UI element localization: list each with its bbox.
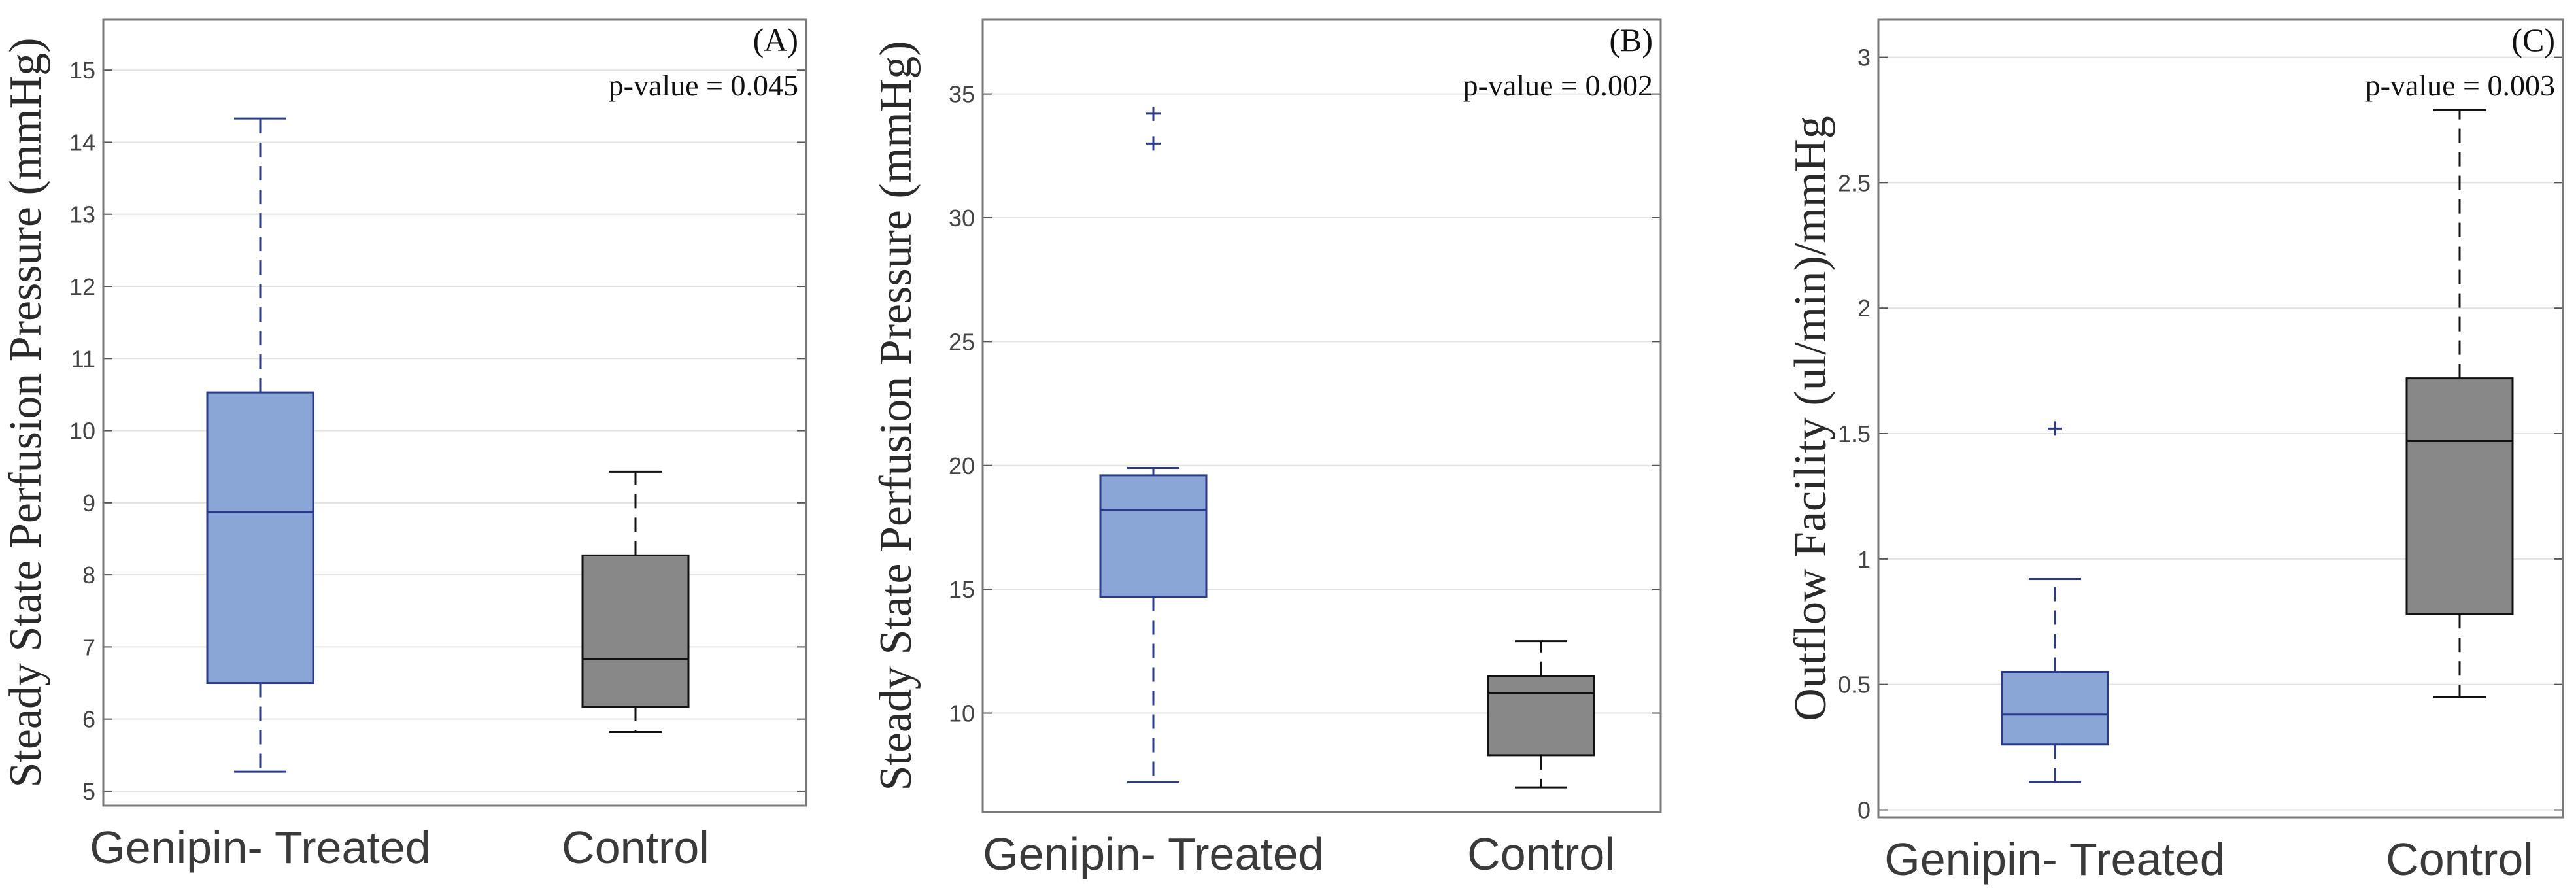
plot-frame bbox=[981, 18, 1662, 813]
box-genipin-treated bbox=[2001, 421, 2109, 783]
y-tick-label: 10 bbox=[69, 418, 95, 445]
y-tick-label: 9 bbox=[82, 490, 95, 517]
y-tick-label: 3 bbox=[1857, 44, 1871, 71]
panel-label: (B) bbox=[1609, 22, 1653, 58]
x-category-label: Genipin- Treated bbox=[983, 828, 1323, 879]
chart-panel-1: 5 6 7 8 9 10 11 12 13 14 15 Genipin- Treated Control… bbox=[1, 18, 807, 873]
box-genipin-treated bbox=[206, 117, 314, 773]
iqr-box bbox=[581, 554, 690, 708]
y-tick-label: 7 bbox=[82, 634, 95, 660]
box-genipin-treated bbox=[1099, 106, 1208, 784]
y-tick-label: 15 bbox=[949, 576, 975, 603]
y-tick-label: 20 bbox=[949, 453, 975, 479]
y-tick-label: 2 bbox=[1857, 295, 1871, 322]
box-control bbox=[581, 470, 690, 734]
iqr-box bbox=[1099, 474, 1208, 598]
y-tick-label: 0.5 bbox=[1838, 672, 1871, 698]
y-tick-label: 25 bbox=[949, 328, 975, 355]
y-tick-label: 2.5 bbox=[1838, 169, 1871, 196]
y-tick-label: 13 bbox=[69, 201, 95, 228]
chart-panel-2: 10 15 20 25 30 35 Genipin- Treated Control (B) p-… bbox=[871, 18, 1662, 879]
outlier-marker bbox=[1146, 136, 1161, 151]
y-axis-label: Outflow Facility (ul/min)/mmHg bbox=[1786, 116, 1836, 721]
p-value-annotation: p-value = 0.003 bbox=[2365, 69, 2555, 102]
y-tick-label: 35 bbox=[949, 81, 975, 108]
box-control bbox=[2405, 109, 2514, 698]
y-tick-label: 10 bbox=[949, 700, 975, 727]
p-value-annotation: p-value = 0.002 bbox=[1463, 69, 1653, 102]
plot-frame bbox=[1877, 18, 2564, 819]
iqr-box bbox=[2405, 377, 2514, 615]
x-category-label: Control bbox=[562, 822, 709, 873]
y-axis-label: Steady State Perfusion Pressure (mmHg) bbox=[1, 37, 51, 787]
x-category-label: Control bbox=[2386, 834, 2534, 885]
x-category-label: Genipin- Treated bbox=[1884, 834, 2225, 885]
y-tick-label: 15 bbox=[69, 57, 95, 84]
y-tick-label: 1.5 bbox=[1838, 420, 1871, 447]
y-tick-label: 6 bbox=[82, 706, 95, 733]
y-tick-label: 14 bbox=[69, 129, 95, 156]
p-value-annotation: p-value = 0.045 bbox=[609, 69, 798, 102]
iqr-box bbox=[1487, 675, 1595, 757]
outlier-marker bbox=[1146, 106, 1161, 121]
y-tick-label: 12 bbox=[69, 273, 95, 300]
x-category-label: Genipin- Treated bbox=[90, 822, 430, 873]
iqr-box bbox=[206, 391, 314, 685]
y-tick-label: 0 bbox=[1857, 796, 1871, 823]
x-category-label: Control bbox=[1467, 828, 1615, 879]
y-tick-label: 30 bbox=[949, 205, 975, 231]
y-tick-label: 5 bbox=[82, 778, 95, 805]
panel-label: (A) bbox=[753, 22, 798, 58]
y-axis-label: Steady State Perfusion Pressure (mmHg) bbox=[871, 41, 921, 791]
plot-frame bbox=[102, 18, 807, 807]
chart-panel-3: 0 0.5 1 1.5 2 2.5 3 Genipin- Treated Control (C) p… bbox=[1786, 18, 2564, 885]
outlier-marker bbox=[2048, 421, 2062, 436]
panel-label: (C) bbox=[2511, 22, 2555, 58]
y-tick-label: 11 bbox=[71, 345, 95, 372]
y-tick-label: 8 bbox=[82, 562, 95, 589]
box-control bbox=[1487, 640, 1595, 789]
iqr-box bbox=[2001, 670, 2109, 746]
y-tick-label: 1 bbox=[1857, 546, 1871, 573]
